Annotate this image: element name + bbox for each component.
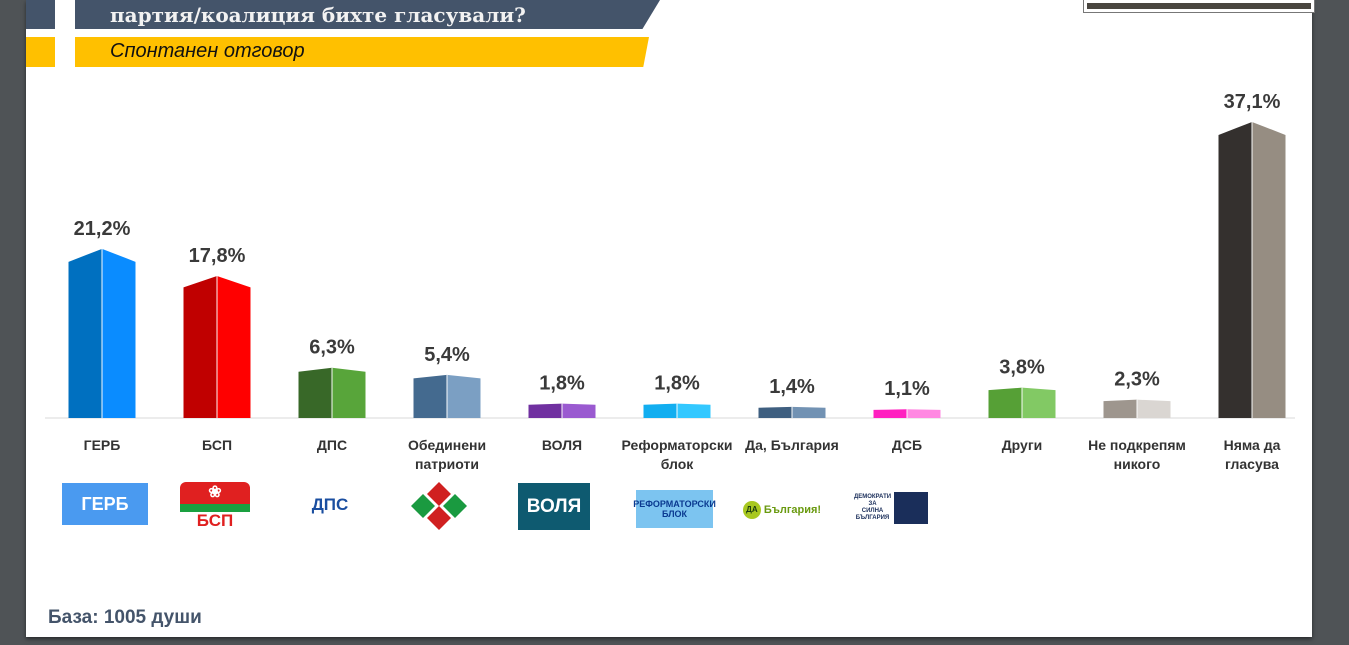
bar-5 [528,403,596,418]
category-label: Не подкрепям никого [1072,436,1202,474]
chart-subtitle: Спонтанен отговор [110,40,305,62]
category-label: ВОЛЯ [497,436,627,455]
title-band [75,0,660,29]
bar-front-right [102,248,136,418]
bsp-logo: ❀ БСП [178,482,252,530]
bar-7 [758,406,826,418]
category-label-line: Не подкрепям [1088,437,1186,453]
data-label: 1,8% [539,373,585,395]
bar-front-right [1022,387,1056,418]
subtitle-band-left [26,37,55,67]
bar-front-right [447,374,481,418]
data-label: 1,1% [884,378,930,400]
bar-front-left [1103,399,1137,418]
bar-front-left [183,275,217,418]
gerb-logo: ГЕРБ [62,483,148,525]
bar-front-left [873,409,907,418]
subtitle-band [75,37,649,67]
data-label: 5,4% [424,344,470,366]
bar-front-left [758,406,792,418]
title-band-left [26,0,55,29]
category-label-line: патриоти [415,456,479,472]
data-label: 3,8% [999,357,1045,379]
bar-front-left [413,374,447,418]
category-label-line: гласува [1225,456,1279,472]
category-label-line: Да, България [745,437,839,453]
bar-2 [183,275,251,418]
bar-front-right [792,406,826,418]
bar-front-left [298,367,332,418]
op-logo [405,480,473,532]
bar-front-right [1252,121,1286,418]
data-label: 17,8% [189,245,246,267]
category-label: ГЕРБ [37,436,167,455]
bar-6 [643,403,711,418]
data-label: 1,4% [769,376,815,398]
category-label-line: ГЕРБ [83,437,121,453]
bar-front-right [677,403,711,418]
bar-front-right [1137,399,1171,418]
bar-11 [1218,121,1286,418]
data-label: 21,2% [74,218,131,240]
data-label: 6,3% [309,337,355,359]
bar-front-right [332,367,366,418]
bar-front-right [217,275,251,418]
bar-front-left [643,403,677,418]
chart-title: партия/коалиция бихте гласували? [110,3,526,27]
bar-front-left [68,248,102,418]
data-label: 1,8% [654,373,700,395]
category-label-line: ВОЛЯ [541,437,583,453]
category-label-line: Реформаторски [621,437,733,453]
bar-9 [988,387,1056,418]
data-label: 37,1% [1224,91,1281,113]
category-label: Обединени патриоти [382,436,512,474]
category-label-line: ДСБ [891,437,923,453]
bar-3 [298,367,366,418]
db-logo: ДА България! [742,494,821,526]
bar-4 [413,374,481,418]
category-label: ДПС [267,436,397,455]
category-label-line: БСП [201,437,233,453]
top-frame [1083,0,1315,13]
category-label-line: Обединени [407,437,487,453]
sample-base: База: 1005 души [48,607,202,628]
category-label-line: Други [1001,437,1043,453]
category-label-line: ДПС [316,437,348,453]
bar-front-left [1218,121,1252,418]
category-label: ДСБ [842,436,972,455]
bar-8 [873,409,941,418]
category-label-line: никого [1113,456,1161,472]
category-label-line: Няма да [1223,437,1281,453]
data-label: 2,3% [1114,369,1160,391]
category-label: Реформаторски блок [612,436,742,474]
dsb-logo: ДЕМОКРАТИ ЗА СИЛНА БЪЛГАРИЯ [854,492,929,524]
dps-logo: ДПС [295,485,365,525]
bar-front-right [907,409,941,418]
bar-front-left [528,403,562,418]
category-label-line: блок [660,456,694,472]
bar-1 [68,248,136,418]
category-label: Няма да гласува [1187,436,1317,474]
bar-front-right [562,403,596,418]
volya-logo: ВОЛЯ [518,483,590,530]
category-label: БСП [152,436,282,455]
category-label: Други [957,436,1087,455]
category-label: Да, България [727,436,857,455]
rb-logo: РЕФОРМАТОРСКИ БЛОК [633,490,716,528]
bar-10 [1103,399,1171,418]
bar-front-left [988,387,1022,418]
